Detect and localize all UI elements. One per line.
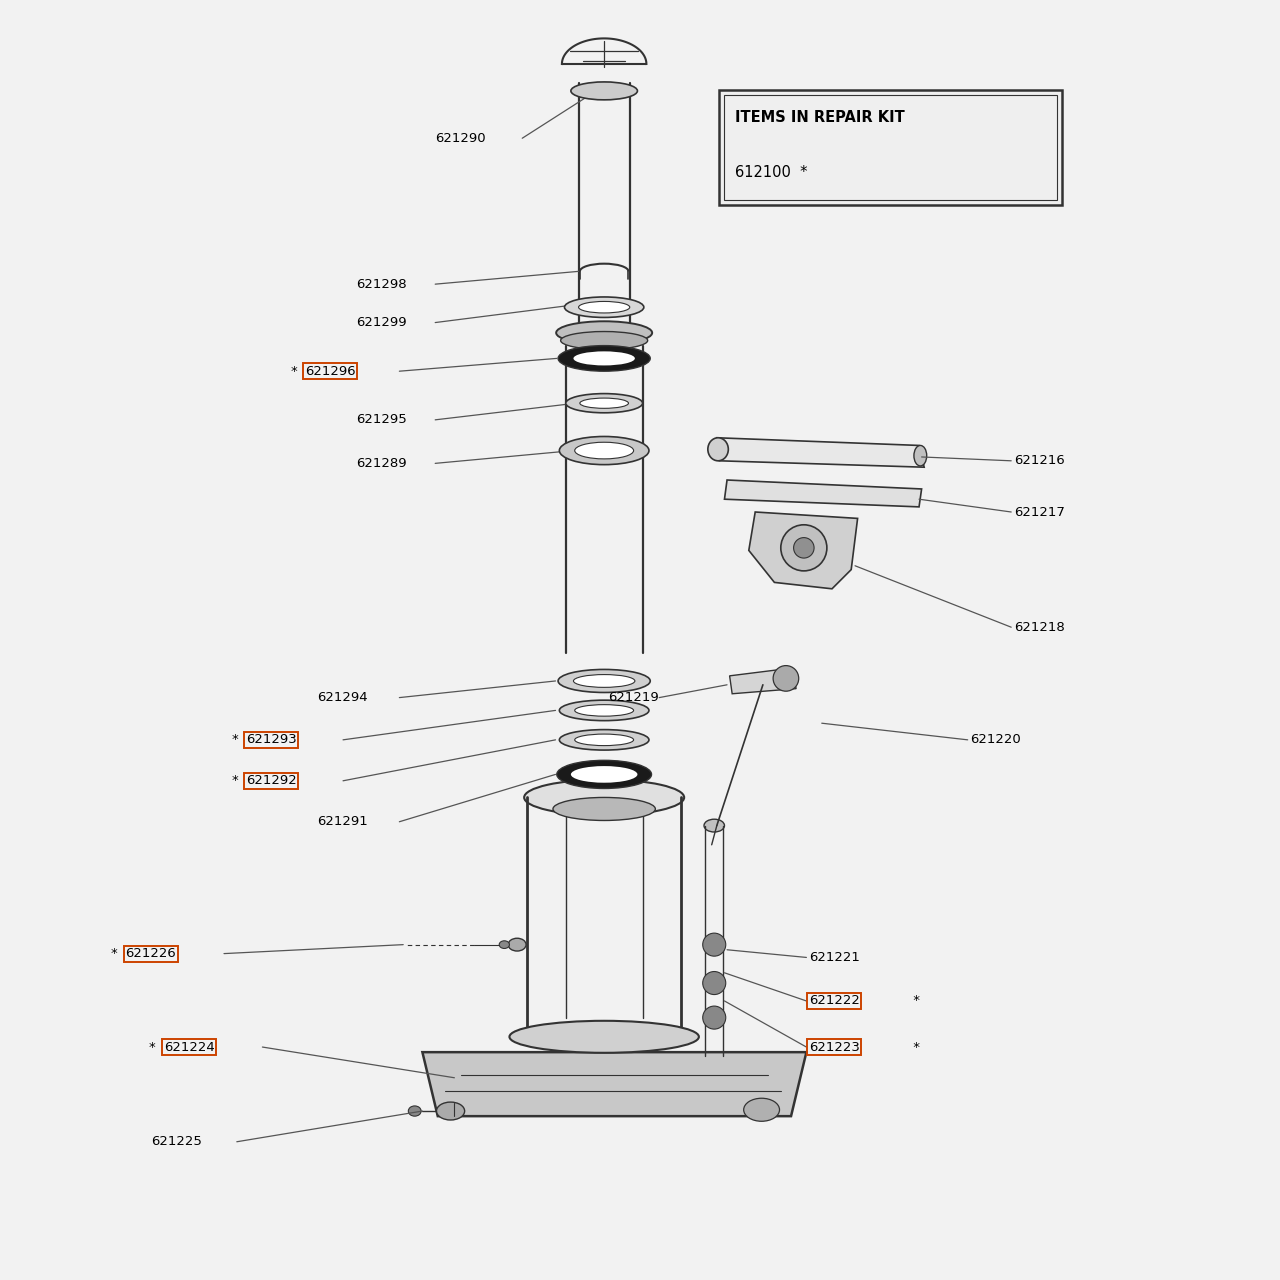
Text: 612100  *: 612100 * <box>735 165 808 180</box>
Ellipse shape <box>744 1098 780 1121</box>
Ellipse shape <box>575 735 634 745</box>
Ellipse shape <box>553 797 655 820</box>
Ellipse shape <box>525 780 685 815</box>
Ellipse shape <box>557 760 652 788</box>
Ellipse shape <box>564 297 644 317</box>
Text: *: * <box>909 995 920 1007</box>
Ellipse shape <box>566 394 643 412</box>
Bar <box>724 95 1057 200</box>
Ellipse shape <box>559 436 649 465</box>
Ellipse shape <box>559 730 649 750</box>
Polygon shape <box>749 512 858 589</box>
Text: 621217: 621217 <box>1014 506 1065 518</box>
Ellipse shape <box>559 700 649 721</box>
Text: 621291: 621291 <box>317 815 369 828</box>
Ellipse shape <box>436 1102 465 1120</box>
Text: 621298: 621298 <box>356 278 407 291</box>
Ellipse shape <box>408 1106 421 1116</box>
Text: 621294: 621294 <box>317 691 369 704</box>
Text: 621292: 621292 <box>246 774 297 787</box>
Text: 621224: 621224 <box>164 1041 215 1053</box>
Text: *: * <box>909 1041 920 1053</box>
Circle shape <box>703 972 726 995</box>
Text: 621289: 621289 <box>356 457 407 470</box>
Ellipse shape <box>573 352 635 366</box>
Ellipse shape <box>575 443 634 460</box>
Ellipse shape <box>579 302 630 314</box>
Text: 621226: 621226 <box>125 947 177 960</box>
Text: *: * <box>232 774 243 787</box>
Text: 621299: 621299 <box>356 316 407 329</box>
Ellipse shape <box>509 1021 699 1052</box>
Ellipse shape <box>571 765 637 783</box>
Ellipse shape <box>580 398 628 408</box>
Ellipse shape <box>547 782 662 810</box>
Text: ITEMS IN REPAIR KIT: ITEMS IN REPAIR KIT <box>735 110 905 125</box>
Ellipse shape <box>708 438 728 461</box>
Polygon shape <box>724 480 922 507</box>
Polygon shape <box>730 668 796 694</box>
Polygon shape <box>717 438 924 467</box>
Text: *: * <box>232 733 243 746</box>
Text: 621220: 621220 <box>970 733 1021 746</box>
Polygon shape <box>422 1052 806 1116</box>
Ellipse shape <box>557 321 653 344</box>
Text: 621225: 621225 <box>151 1135 202 1148</box>
Text: 621221: 621221 <box>809 951 860 964</box>
Text: *: * <box>110 947 122 960</box>
Ellipse shape <box>558 669 650 692</box>
Text: 621216: 621216 <box>1014 454 1065 467</box>
Ellipse shape <box>508 938 526 951</box>
Ellipse shape <box>561 332 648 349</box>
Ellipse shape <box>704 819 724 832</box>
Text: 621223: 621223 <box>809 1041 860 1053</box>
Ellipse shape <box>573 675 635 687</box>
Circle shape <box>781 525 827 571</box>
Text: 621219: 621219 <box>608 691 659 704</box>
Text: 621296: 621296 <box>305 365 356 378</box>
Ellipse shape <box>914 445 927 466</box>
Text: *: * <box>148 1041 160 1053</box>
Circle shape <box>703 1006 726 1029</box>
Ellipse shape <box>575 704 634 717</box>
Text: 621218: 621218 <box>1014 621 1065 634</box>
Text: 621293: 621293 <box>246 733 297 746</box>
Circle shape <box>773 666 799 691</box>
Ellipse shape <box>499 941 509 948</box>
Bar <box>719 90 1062 205</box>
Circle shape <box>703 933 726 956</box>
Text: 621290: 621290 <box>435 132 486 145</box>
Text: 621295: 621295 <box>356 413 407 426</box>
Ellipse shape <box>558 346 650 371</box>
Text: *: * <box>291 365 302 378</box>
Circle shape <box>794 538 814 558</box>
Ellipse shape <box>571 82 637 100</box>
Text: 621222: 621222 <box>809 995 860 1007</box>
